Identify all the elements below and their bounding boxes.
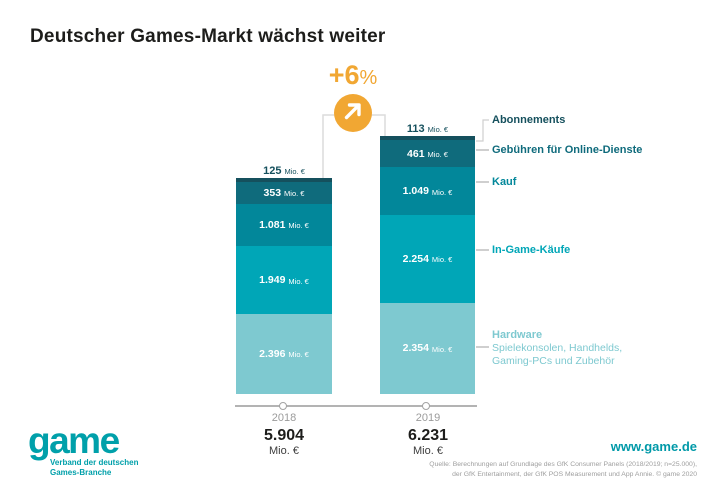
stacked-bar-2018: 353 Mio. €1.081 Mio. €1.949 Mio. €2.396 Mio.…: [236, 178, 332, 394]
page-title: Deutscher Games-Markt wächst weiter: [30, 26, 386, 47]
legend-dash: [476, 249, 489, 251]
legend-in-game-kaeufe: In-Game-Käufe: [492, 244, 571, 256]
game-logo: game: [28, 420, 120, 461]
axis-dot-2019: [422, 401, 430, 410]
legend-gebuehren-online-dienste: Gebühren für Online-Dienste: [492, 144, 643, 156]
legend-hardware-title: Hardware: [492, 329, 543, 341]
total-2019: 6.231: [407, 427, 449, 444]
stacked-bar-2019: 461 Mio. €1.049 Mio. €2.254 Mio. €2.354 Mio.…: [380, 136, 475, 394]
segment-kauf-2018: 1.081 Mio. €: [236, 203, 332, 247]
legend-dash: [476, 346, 489, 348]
segment-hardware-2018: 2.396 Mio. €: [236, 313, 332, 394]
bar-top-value-2019: 113 Mio. €: [406, 123, 449, 135]
legend-hardware: Hardware Spielekonsolen, Handhelds, Gami…: [492, 329, 622, 368]
bar-top-value-2018: 125 Mio. €: [263, 165, 305, 177]
segment-geb-hren-f-r-online-dienste-2018: 353 Mio. €: [236, 181, 332, 204]
legend-hardware-sub-1: Spielekonsolen, Handhelds,: [492, 342, 623, 354]
segment-in-game-k-ufe-2019: 2.254 Mio. €: [380, 214, 475, 303]
segment-abonnements-2018: [236, 178, 332, 182]
total-unit-2019: Mio. €: [413, 445, 443, 457]
segment-geb-hren-f-r-online-dienste-2019: 461 Mio. €: [380, 139, 475, 168]
x-axis-line: [235, 405, 477, 407]
segment-in-game-k-ufe-2018: 1.949 Mio. €: [236, 246, 332, 314]
growth-percent-label: +6%: [328, 60, 378, 90]
legend-abonnements: Abonnements: [492, 114, 566, 126]
segment-hardware-2019: 2.354 Mio. €: [380, 302, 475, 394]
legend-dash: [476, 181, 489, 183]
logo-tagline: Verband der deutschen Games-Branche: [50, 458, 139, 478]
legend-hardware-sub-2: Gaming-PCs und Zubehör: [492, 355, 615, 367]
arrow-up-right-icon: [334, 92, 372, 135]
legend-dash: [476, 149, 489, 151]
growth-badge: [334, 94, 372, 132]
legend-kauf: Kauf: [492, 176, 517, 188]
total-unit-2018: Mio. €: [269, 445, 299, 457]
segment-kauf-2019: 1.049 Mio. €: [380, 167, 475, 215]
year-label-2018: 2018: [271, 412, 297, 424]
website-link[interactable]: www.game.de: [610, 439, 697, 454]
source-note: Quelle: Berechnungen auf Grundlage des G…: [429, 461, 697, 479]
segment-abonnements-2019: [380, 136, 475, 140]
year-label-2019: 2019: [415, 412, 441, 424]
axis-dot-2018: [279, 401, 287, 410]
total-2018: 5.904: [263, 427, 305, 444]
